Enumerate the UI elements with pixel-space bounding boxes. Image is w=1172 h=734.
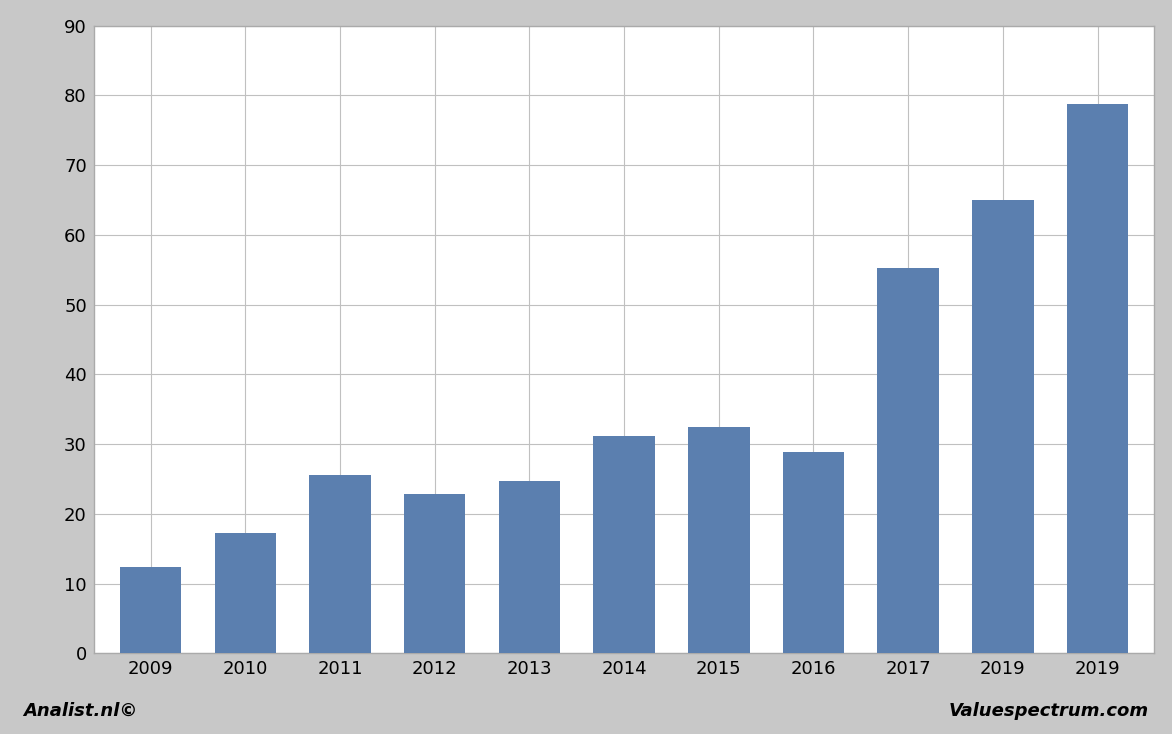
Bar [214,533,277,653]
Text: Valuespectrum.com: Valuespectrum.com [948,702,1149,719]
Bar [498,481,560,653]
Bar [120,567,182,653]
Bar [404,493,465,653]
Bar [972,200,1034,653]
Bar [878,269,939,653]
Text: Analist.nl©: Analist.nl© [23,702,138,719]
Bar [1067,104,1129,653]
Bar [688,427,750,653]
Bar [783,451,844,653]
Bar [593,437,655,653]
Bar [309,476,370,653]
